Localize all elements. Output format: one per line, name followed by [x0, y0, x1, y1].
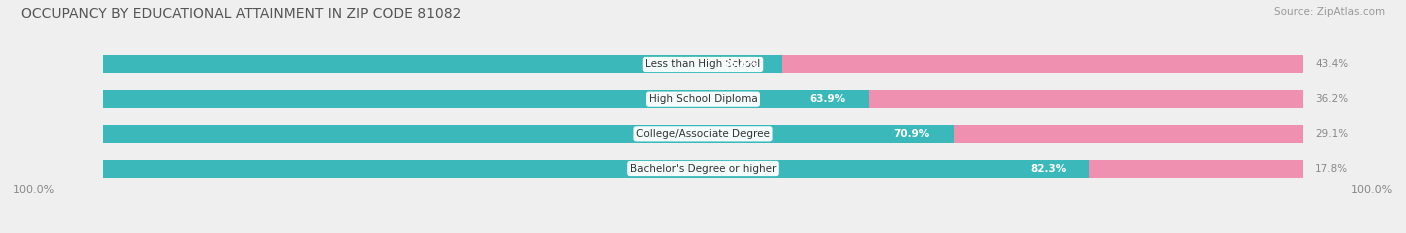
Text: High School Diploma: High School Diploma — [648, 94, 758, 104]
Text: 29.1%: 29.1% — [1315, 129, 1348, 139]
Bar — [782, 55, 1303, 73]
Text: 36.2%: 36.2% — [1315, 94, 1348, 104]
Bar — [103, 90, 870, 108]
Bar — [103, 55, 782, 73]
Text: 100.0%: 100.0% — [1351, 185, 1393, 195]
Bar — [103, 125, 1303, 143]
Bar — [1090, 160, 1303, 178]
Bar — [103, 160, 1091, 178]
Bar — [103, 90, 1303, 108]
Text: 100.0%: 100.0% — [13, 185, 55, 195]
Bar — [869, 90, 1303, 108]
Text: 56.6%: 56.6% — [721, 59, 758, 69]
Text: 63.9%: 63.9% — [810, 94, 846, 104]
Bar — [953, 125, 1303, 143]
Text: Source: ZipAtlas.com: Source: ZipAtlas.com — [1274, 7, 1385, 17]
Text: OCCUPANCY BY EDUCATIONAL ATTAINMENT IN ZIP CODE 81082: OCCUPANCY BY EDUCATIONAL ATTAINMENT IN Z… — [21, 7, 461, 21]
Bar — [103, 160, 1303, 178]
Text: Bachelor's Degree or higher: Bachelor's Degree or higher — [630, 164, 776, 174]
Text: 70.9%: 70.9% — [894, 129, 929, 139]
Text: 17.8%: 17.8% — [1315, 164, 1348, 174]
Bar — [103, 125, 953, 143]
Text: College/Associate Degree: College/Associate Degree — [636, 129, 770, 139]
Text: Less than High School: Less than High School — [645, 59, 761, 69]
Bar — [103, 55, 1303, 73]
Text: 82.3%: 82.3% — [1031, 164, 1067, 174]
Text: 43.4%: 43.4% — [1315, 59, 1348, 69]
